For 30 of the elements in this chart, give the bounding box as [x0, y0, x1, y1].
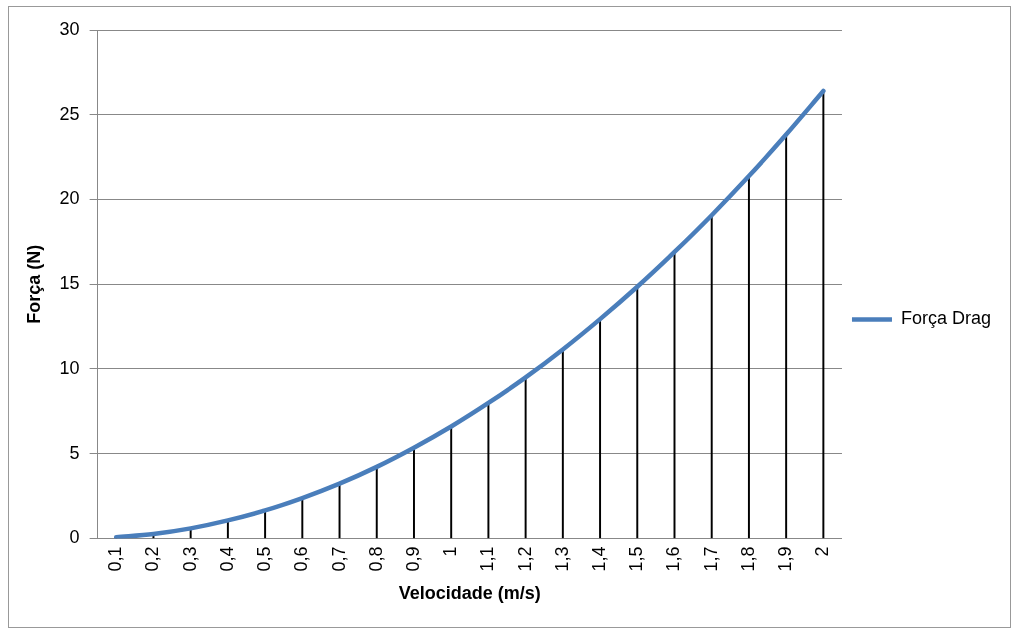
x-tick-label: 2 — [812, 546, 833, 557]
x-tick-label: 0,6 — [291, 546, 312, 572]
y-tick-label: 20 — [59, 188, 80, 209]
y-axis-title: Força (N) — [23, 244, 44, 324]
x-axis-title: Velocidade (m/s) — [398, 583, 541, 604]
y-tick-label: 15 — [59, 273, 80, 294]
y-tick-label: 10 — [59, 357, 80, 378]
x-tick-label: 0,9 — [402, 546, 423, 572]
x-tick-label: 1,2 — [514, 546, 535, 572]
x-tick-label: 0,7 — [328, 546, 349, 572]
y-tick-label: 30 — [59, 18, 80, 39]
y-tick-label: 25 — [59, 103, 80, 124]
x-tick-label: 1,5 — [626, 546, 647, 572]
x-tick-label: 1,8 — [737, 546, 758, 572]
x-tick-label: 1,6 — [663, 546, 684, 572]
x-tick-label: 0,3 — [179, 546, 200, 572]
x-tick-label: 0,1 — [105, 546, 126, 572]
x-tick-label: 0,4 — [216, 546, 237, 572]
x-tick-label: 1,1 — [477, 546, 498, 572]
x-tick-label: 1,4 — [589, 546, 610, 572]
y-tick-label: 0 — [69, 527, 80, 548]
x-tick-label: 0,5 — [254, 546, 275, 572]
x-tick-label: 1,3 — [551, 546, 572, 572]
y-tick-label: 5 — [69, 442, 80, 463]
x-tick-label: 1,7 — [700, 546, 721, 572]
x-tick-label: 1,9 — [775, 546, 796, 572]
legend-label: Força Drag — [900, 308, 991, 329]
x-tick-label: 0,8 — [365, 546, 386, 572]
x-tick-label: 1 — [440, 546, 461, 557]
x-tick-label: 0,2 — [142, 546, 163, 572]
